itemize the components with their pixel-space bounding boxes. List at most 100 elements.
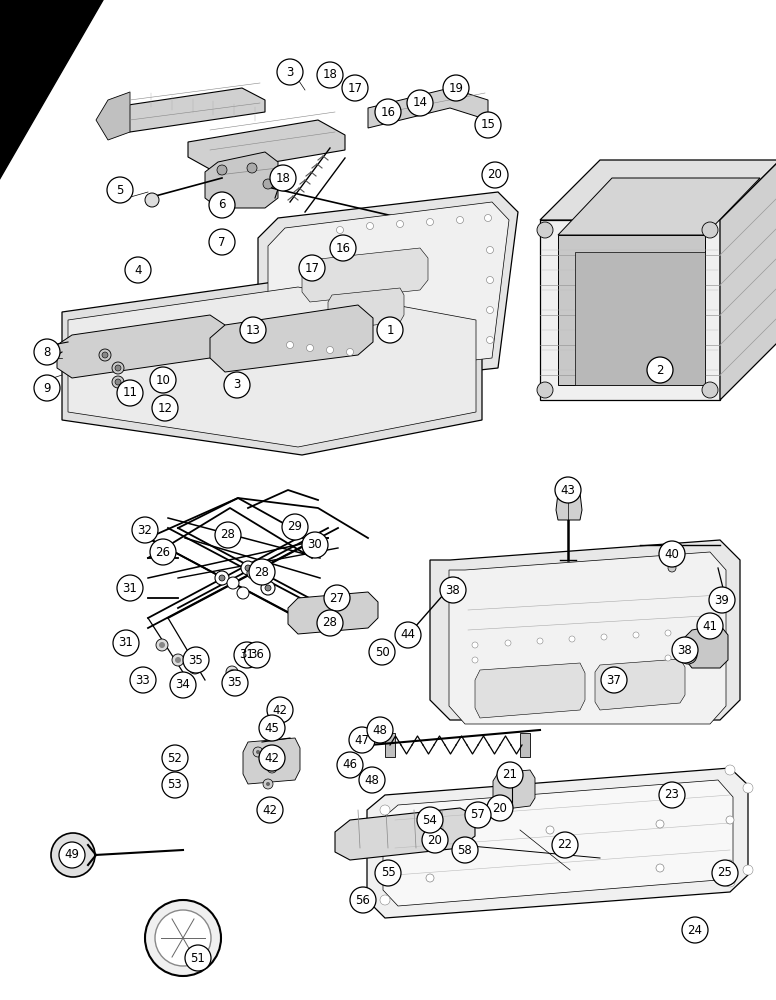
Circle shape xyxy=(34,375,60,401)
Circle shape xyxy=(172,654,184,666)
Circle shape xyxy=(537,382,553,398)
Text: 28: 28 xyxy=(255,566,269,578)
Text: 22: 22 xyxy=(557,838,573,852)
Circle shape xyxy=(720,864,736,880)
Polygon shape xyxy=(520,733,530,757)
Circle shape xyxy=(215,571,229,585)
Circle shape xyxy=(261,581,275,595)
Circle shape xyxy=(725,765,735,775)
Circle shape xyxy=(59,842,85,868)
Text: 3: 3 xyxy=(234,378,241,391)
Text: 15: 15 xyxy=(480,118,495,131)
Circle shape xyxy=(668,544,676,552)
Text: 28: 28 xyxy=(323,616,338,630)
Circle shape xyxy=(487,246,494,253)
Circle shape xyxy=(125,257,151,283)
Text: 41: 41 xyxy=(702,619,718,633)
Circle shape xyxy=(407,90,433,116)
Text: 8: 8 xyxy=(43,346,50,359)
Circle shape xyxy=(684,651,692,659)
Circle shape xyxy=(113,630,139,656)
Circle shape xyxy=(668,564,676,572)
Polygon shape xyxy=(302,248,428,302)
Circle shape xyxy=(452,837,478,863)
Circle shape xyxy=(726,816,734,824)
Text: 39: 39 xyxy=(715,593,729,606)
Text: 43: 43 xyxy=(560,484,576,496)
Circle shape xyxy=(302,532,328,558)
Circle shape xyxy=(537,638,543,644)
Circle shape xyxy=(240,317,266,343)
Text: 42: 42 xyxy=(272,704,287,716)
Circle shape xyxy=(647,357,673,383)
Text: 20: 20 xyxy=(428,834,442,846)
Circle shape xyxy=(725,877,735,887)
Circle shape xyxy=(337,752,363,778)
Text: 38: 38 xyxy=(445,584,460,596)
Polygon shape xyxy=(328,288,404,330)
Circle shape xyxy=(227,577,239,589)
Circle shape xyxy=(256,750,260,754)
Polygon shape xyxy=(335,808,475,860)
Circle shape xyxy=(115,379,121,385)
Text: 56: 56 xyxy=(355,894,370,906)
Text: 17: 17 xyxy=(304,261,320,274)
Circle shape xyxy=(726,860,734,868)
Text: 12: 12 xyxy=(158,401,172,414)
Circle shape xyxy=(659,541,685,567)
Circle shape xyxy=(270,766,274,770)
Circle shape xyxy=(112,376,124,388)
Circle shape xyxy=(152,395,178,421)
Circle shape xyxy=(702,222,718,238)
Circle shape xyxy=(446,583,464,601)
Polygon shape xyxy=(0,0,185,1000)
Circle shape xyxy=(155,910,211,966)
Polygon shape xyxy=(383,780,733,906)
Circle shape xyxy=(487,306,494,314)
Circle shape xyxy=(426,874,434,882)
Text: 51: 51 xyxy=(191,952,206,964)
Circle shape xyxy=(426,834,434,842)
Circle shape xyxy=(175,657,181,663)
Text: 32: 32 xyxy=(137,524,152,536)
Circle shape xyxy=(633,632,639,638)
Circle shape xyxy=(472,642,478,648)
Circle shape xyxy=(679,646,697,664)
Circle shape xyxy=(209,229,235,255)
Text: 6: 6 xyxy=(218,198,226,212)
Circle shape xyxy=(170,672,196,698)
Circle shape xyxy=(327,347,334,354)
Circle shape xyxy=(487,276,494,284)
Polygon shape xyxy=(108,88,265,132)
Circle shape xyxy=(266,782,270,786)
Circle shape xyxy=(259,715,285,741)
Text: 38: 38 xyxy=(677,644,692,656)
Circle shape xyxy=(375,99,401,125)
Polygon shape xyxy=(96,92,130,140)
Text: 4: 4 xyxy=(134,263,142,276)
Text: 49: 49 xyxy=(64,848,79,861)
Circle shape xyxy=(380,895,390,905)
Circle shape xyxy=(482,162,508,188)
Circle shape xyxy=(366,223,373,230)
Polygon shape xyxy=(558,178,760,235)
Circle shape xyxy=(505,640,511,646)
Circle shape xyxy=(347,349,354,356)
Circle shape xyxy=(665,655,671,661)
Circle shape xyxy=(497,762,523,788)
Circle shape xyxy=(317,62,343,88)
Text: 16: 16 xyxy=(380,105,396,118)
Polygon shape xyxy=(558,235,705,385)
Circle shape xyxy=(487,795,513,821)
Polygon shape xyxy=(367,768,748,918)
Circle shape xyxy=(237,587,249,599)
Circle shape xyxy=(189,662,201,674)
Circle shape xyxy=(267,697,293,723)
Text: 46: 46 xyxy=(342,758,358,772)
Text: 17: 17 xyxy=(348,82,362,95)
Circle shape xyxy=(380,805,390,815)
Text: 50: 50 xyxy=(375,646,390,658)
Text: 42: 42 xyxy=(265,752,279,764)
Circle shape xyxy=(552,832,578,858)
Circle shape xyxy=(99,349,111,361)
